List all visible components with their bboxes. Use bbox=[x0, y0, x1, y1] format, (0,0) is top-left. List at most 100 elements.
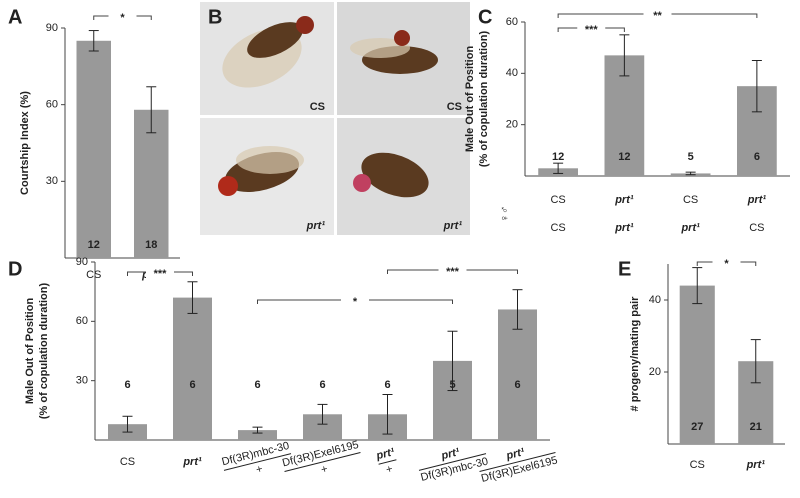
fly bbox=[247, 22, 303, 58]
y-tick-label: 60 bbox=[76, 315, 88, 327]
significance-bg bbox=[146, 266, 174, 278]
y-tick-label: 20 bbox=[649, 366, 661, 378]
n-label: 6 bbox=[384, 379, 390, 391]
error-bar bbox=[512, 289, 523, 330]
y-axis-label: Courtship Index (%) bbox=[19, 91, 31, 195]
bar bbox=[76, 40, 111, 259]
n-label: 12 bbox=[618, 151, 630, 163]
significance-bg bbox=[438, 264, 467, 276]
x-tick-label: + bbox=[320, 463, 329, 476]
y-tick-label: 30 bbox=[46, 175, 58, 187]
x-tick-label-group: Df(3R)Exel6195+ bbox=[281, 439, 361, 476]
y-tick-label: 40 bbox=[649, 294, 661, 306]
fly bbox=[361, 152, 429, 198]
x-tick-label: prt¹ bbox=[747, 194, 767, 206]
x-tick-label: prt¹ bbox=[614, 194, 634, 206]
significance-bg bbox=[577, 22, 606, 34]
y-axis-label: (% of copulation duration) bbox=[478, 31, 490, 168]
significance-label: * bbox=[724, 258, 729, 270]
significance-label: ** bbox=[653, 10, 662, 22]
error-bar bbox=[122, 415, 133, 433]
photo-label: CS bbox=[310, 101, 325, 113]
n-label: 21 bbox=[750, 421, 762, 433]
y-tick-label: 30 bbox=[76, 375, 88, 387]
fly-wing bbox=[236, 146, 304, 174]
y-tick-label: 60 bbox=[506, 16, 518, 28]
sex-label: ♀♂ bbox=[499, 206, 511, 223]
x-tick-label: + bbox=[385, 463, 394, 476]
n-label: 6 bbox=[254, 379, 260, 391]
significance-bg bbox=[108, 10, 137, 22]
significance-label: *** bbox=[154, 268, 168, 280]
y-axis-label: (% of copulation duration) bbox=[38, 283, 50, 420]
fly-eye bbox=[296, 16, 314, 34]
x-tick-label: prt¹ bbox=[746, 459, 766, 471]
n-label: 6 bbox=[189, 379, 195, 391]
error-bar bbox=[146, 86, 157, 134]
fly-wing bbox=[350, 38, 410, 58]
significance-label: *** bbox=[585, 24, 599, 36]
n-label: 5 bbox=[449, 379, 455, 391]
significance-label: *** bbox=[446, 266, 460, 278]
fly-eye bbox=[353, 174, 371, 192]
significance-label: * bbox=[120, 12, 125, 24]
error-bar bbox=[750, 339, 761, 384]
error-bar bbox=[88, 30, 99, 52]
x-tick-label: prt¹ bbox=[439, 446, 461, 462]
x-tick-label: CS bbox=[120, 456, 135, 468]
error-bar bbox=[187, 281, 198, 314]
photo-label: prt¹ bbox=[306, 220, 326, 232]
x-tick-label: Df(3R)mbc-30 bbox=[419, 455, 489, 483]
significance-bg bbox=[341, 294, 369, 306]
error-bar bbox=[447, 330, 458, 392]
x-tick-label: CS bbox=[550, 222, 565, 234]
y-axis-label: Male Out of Position bbox=[24, 298, 36, 405]
x-tick-label: prt¹ bbox=[614, 222, 634, 234]
bar bbox=[134, 109, 169, 259]
photo-panel: B CS CS prt¹ prt¹ bbox=[200, 2, 470, 235]
x-tick-label: CS bbox=[550, 194, 565, 206]
bar bbox=[238, 430, 277, 440]
n-label: 27 bbox=[691, 421, 703, 433]
n-label: 18 bbox=[145, 239, 157, 251]
x-tick-label: prt¹ bbox=[374, 446, 396, 462]
fly-eye bbox=[394, 30, 410, 46]
significance-label: * bbox=[353, 296, 358, 308]
fraction-bar bbox=[479, 452, 556, 472]
fraction-bar bbox=[223, 453, 292, 471]
panel-letter: C bbox=[478, 6, 492, 28]
y-tick-label: 40 bbox=[506, 67, 518, 79]
photo-label: CS bbox=[447, 101, 462, 113]
error-bar bbox=[553, 162, 564, 174]
error-bar bbox=[382, 394, 393, 435]
fraction-bar bbox=[378, 459, 397, 465]
fly-eye bbox=[218, 176, 238, 196]
significance-bg bbox=[712, 256, 741, 268]
x-tick-label: + bbox=[255, 463, 264, 476]
n-label: 6 bbox=[754, 151, 760, 163]
error-bar bbox=[751, 60, 762, 113]
x-tick-label: prt¹ bbox=[182, 456, 202, 468]
n-label: 6 bbox=[319, 379, 325, 391]
bar bbox=[679, 285, 715, 444]
fraction-bar bbox=[284, 452, 361, 472]
error-bar bbox=[252, 426, 263, 434]
y-tick-label: 20 bbox=[506, 119, 518, 131]
x-tick-label: prt¹ bbox=[680, 222, 700, 234]
error-bar bbox=[317, 403, 328, 425]
bar bbox=[173, 297, 212, 440]
panel-letter: E bbox=[618, 258, 631, 280]
y-tick-label: 90 bbox=[46, 22, 58, 34]
x-tick-label: CS bbox=[86, 269, 101, 281]
bar bbox=[498, 309, 537, 440]
x-tick-label: CS bbox=[683, 194, 698, 206]
photo-label: prt¹ bbox=[443, 220, 463, 232]
n-label: 12 bbox=[552, 151, 564, 163]
panel-letter: D bbox=[8, 258, 22, 280]
n-label: 6 bbox=[124, 379, 130, 391]
x-tick-label: CS bbox=[749, 222, 764, 234]
n-label: 5 bbox=[688, 151, 694, 163]
